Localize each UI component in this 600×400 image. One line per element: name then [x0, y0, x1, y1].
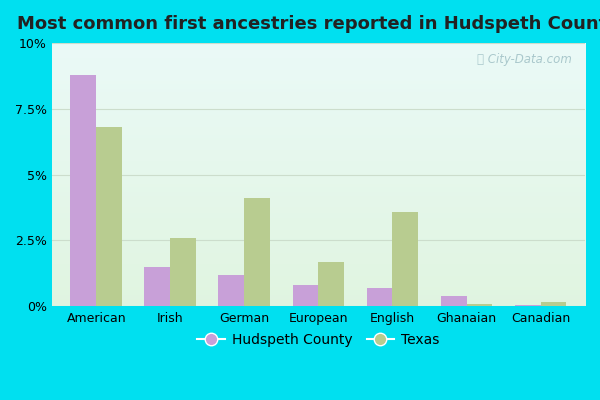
Legend: Hudspeth County, Texas: Hudspeth County, Texas [192, 327, 445, 352]
Bar [392, 212, 418, 306]
Title: Most common first ancestries reported in Hudspeth County: Most common first ancestries reported in… [17, 15, 600, 33]
Bar [170, 238, 196, 306]
Bar [96, 127, 122, 306]
Bar [244, 198, 270, 306]
Bar [319, 262, 344, 306]
Bar [218, 275, 244, 306]
Bar [367, 288, 392, 306]
Bar [70, 74, 96, 306]
Bar [293, 285, 319, 306]
Text: ⓘ City-Data.com: ⓘ City-Data.com [477, 54, 572, 66]
Bar [145, 267, 170, 306]
Bar [515, 305, 541, 306]
Bar [541, 302, 566, 306]
Bar [440, 296, 467, 306]
Bar [467, 304, 493, 306]
